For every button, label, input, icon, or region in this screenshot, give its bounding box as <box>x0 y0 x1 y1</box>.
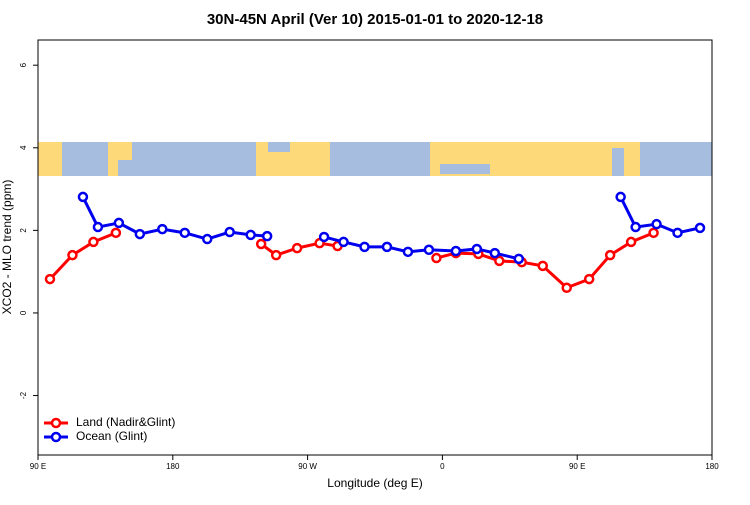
x-axis-label: Longitude (deg E) <box>327 476 422 490</box>
point <box>318 231 330 243</box>
x-tick-label: 0 <box>440 462 445 471</box>
y-tick-label: 4 <box>19 145 28 150</box>
chart-title: 30N-45N April (Ver 10) 2015-01-01 to 202… <box>207 11 543 28</box>
x-tick-label: 180 <box>166 462 180 471</box>
point <box>630 221 641 233</box>
y-tick-label: 2 <box>19 228 28 233</box>
point <box>157 223 168 235</box>
point <box>615 191 626 203</box>
point <box>88 236 99 248</box>
y-tick-label: -2 <box>19 391 28 399</box>
point <box>338 236 349 248</box>
point <box>583 273 595 285</box>
point <box>113 217 125 229</box>
x-tick-label: 90 E <box>569 462 585 471</box>
point <box>672 227 683 239</box>
point <box>224 226 235 238</box>
point <box>67 249 78 261</box>
point <box>648 227 659 239</box>
point <box>270 249 282 261</box>
point <box>77 191 89 203</box>
x-tick-label: 180 <box>705 462 719 471</box>
point <box>291 242 303 254</box>
point <box>651 218 662 230</box>
point <box>604 249 616 261</box>
y-axis-label: XCO2 - MLO trend (ppm) <box>0 180 14 315</box>
point <box>625 236 637 248</box>
point <box>201 233 213 245</box>
point <box>92 221 104 233</box>
x-tick-label: 90 W <box>298 462 317 471</box>
legend-label: Land (Nadir&Glint) <box>76 415 175 429</box>
series-line <box>48 231 655 290</box>
point <box>134 228 146 240</box>
point <box>110 227 122 239</box>
point <box>450 245 462 257</box>
point <box>423 244 435 256</box>
point <box>561 282 572 294</box>
x-tick-label: 90 E <box>30 462 46 471</box>
point <box>402 246 414 258</box>
plot-frame <box>37 39 713 456</box>
point <box>44 273 56 285</box>
point <box>489 247 501 259</box>
legend-marker <box>50 417 62 429</box>
point <box>261 230 273 242</box>
point <box>381 241 393 253</box>
point <box>179 227 191 239</box>
point <box>245 229 256 241</box>
point <box>431 252 442 264</box>
legend-label: Ocean (Glint) <box>76 429 147 443</box>
map-strip <box>38 142 712 176</box>
point <box>513 253 525 265</box>
point <box>359 241 370 253</box>
point <box>255 238 267 250</box>
y-tick-label: 0 <box>19 310 28 315</box>
point <box>494 255 505 267</box>
legend-marker <box>50 431 62 443</box>
point <box>471 243 483 255</box>
point <box>694 222 706 234</box>
point <box>537 260 549 272</box>
y-tick-label: 6 <box>19 62 28 67</box>
